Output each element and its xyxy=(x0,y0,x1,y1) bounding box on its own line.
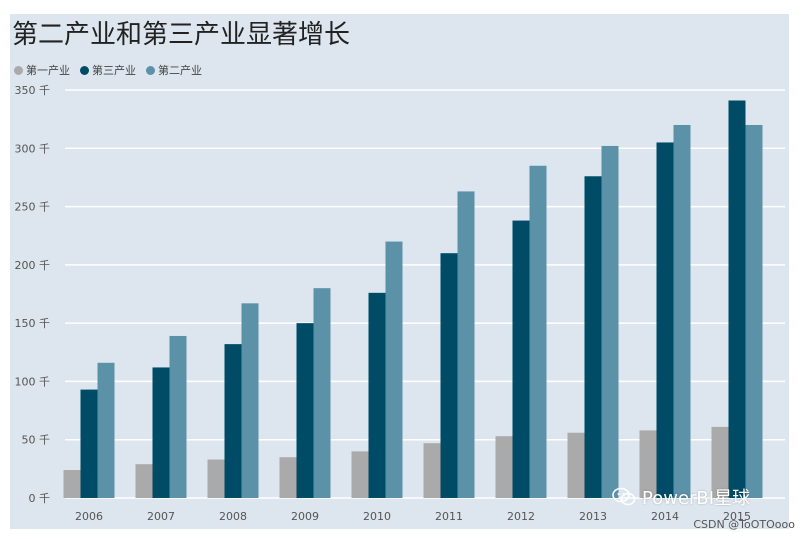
x-tick-label: 2011 xyxy=(435,510,463,523)
bar-2-2010 xyxy=(368,292,386,498)
bar-3-2009 xyxy=(313,288,331,498)
bar-2-2006 xyxy=(80,389,98,498)
x-tick-label: 2008 xyxy=(219,510,247,523)
legend-label: 第二产业 xyxy=(158,64,202,77)
bar-1-2008 xyxy=(207,459,225,498)
x-tick-label: 2006 xyxy=(75,510,103,523)
y-tick-label: 350 千 xyxy=(15,84,51,97)
y-tick-label: 200 千 xyxy=(15,259,51,272)
bar-2-2009 xyxy=(296,323,314,498)
bar-3-2012 xyxy=(529,165,547,498)
bar-3-2010 xyxy=(385,241,403,499)
y-tick-label: 0 千 xyxy=(29,492,51,505)
chart-frame: 第二产业和第三产业显著增长 第一产业 第三产业 第二产业 0 千 50 千 100 千 1… xyxy=(10,14,789,529)
x-tick-label: 2015 xyxy=(723,510,751,523)
bar-1-2006 xyxy=(63,470,81,498)
legend-item: 第三产业 xyxy=(80,62,136,78)
x-tick-label: 2007 xyxy=(147,510,175,523)
bar-3-2015 xyxy=(745,124,763,498)
legend-label: 第一产业 xyxy=(26,64,70,77)
bar-2-2015 xyxy=(728,100,746,499)
y-tick-label: 50 千 xyxy=(22,434,51,447)
bar-1-2010 xyxy=(351,451,369,498)
legend-label: 第三产业 xyxy=(92,64,136,77)
wechat-icon xyxy=(612,487,636,506)
credit-text: CSDN @ToOTOooo xyxy=(693,518,795,531)
bar-chart: 0 千 50 千 100 千 150 千 200 千 250 千 300 千 350 千 200… xyxy=(15,84,785,523)
y-tick-label: 300 千 xyxy=(15,142,51,155)
x-tick-label: 2009 xyxy=(291,510,319,523)
legend-item: 第一产业 xyxy=(14,62,70,78)
y-tick-label: 100 千 xyxy=(15,375,51,388)
bar-2-2011 xyxy=(440,253,458,498)
bar-3-2013 xyxy=(601,145,619,498)
bar-1-2012 xyxy=(495,436,513,498)
bar-1-2009 xyxy=(279,457,297,498)
bar-1-2015 xyxy=(711,426,729,498)
watermark: PowerBI星球 xyxy=(612,484,750,510)
watermark-text: PowerBI星球 xyxy=(642,488,751,509)
bar-1-2011 xyxy=(423,443,441,498)
legend-swatch xyxy=(80,65,89,75)
y-tick-label: 150 千 xyxy=(15,317,51,330)
bar-3-2006 xyxy=(97,362,115,498)
bar-1-2007 xyxy=(135,464,153,498)
bar-3-2011 xyxy=(457,191,475,498)
chart-title: 第二产业和第三产业显著增长 xyxy=(12,20,351,50)
bar-3-2014 xyxy=(673,124,691,498)
bar-3-2008 xyxy=(241,303,259,498)
bar-2-2007 xyxy=(152,367,170,498)
x-tick-label: 2010 xyxy=(363,510,391,523)
y-tick-label: 250 千 xyxy=(15,201,51,214)
legend-swatch xyxy=(14,65,23,75)
bar-1-2014 xyxy=(639,430,657,498)
x-tick-label: 2013 xyxy=(579,510,607,523)
legend-item: 第二产业 xyxy=(146,62,202,78)
x-tick-label: 2012 xyxy=(507,510,535,523)
legend-swatch xyxy=(146,65,155,75)
bar-2-2013 xyxy=(584,176,602,498)
bar-1-2013 xyxy=(567,432,585,498)
legend: 第一产业 第三产业 第二产业 xyxy=(14,62,202,78)
x-tick-label: 2014 xyxy=(651,510,679,523)
bar-2-2014 xyxy=(656,142,674,498)
bar-2-2008 xyxy=(224,344,242,498)
bar-2-2012 xyxy=(512,220,530,498)
bar-3-2007 xyxy=(169,335,187,498)
